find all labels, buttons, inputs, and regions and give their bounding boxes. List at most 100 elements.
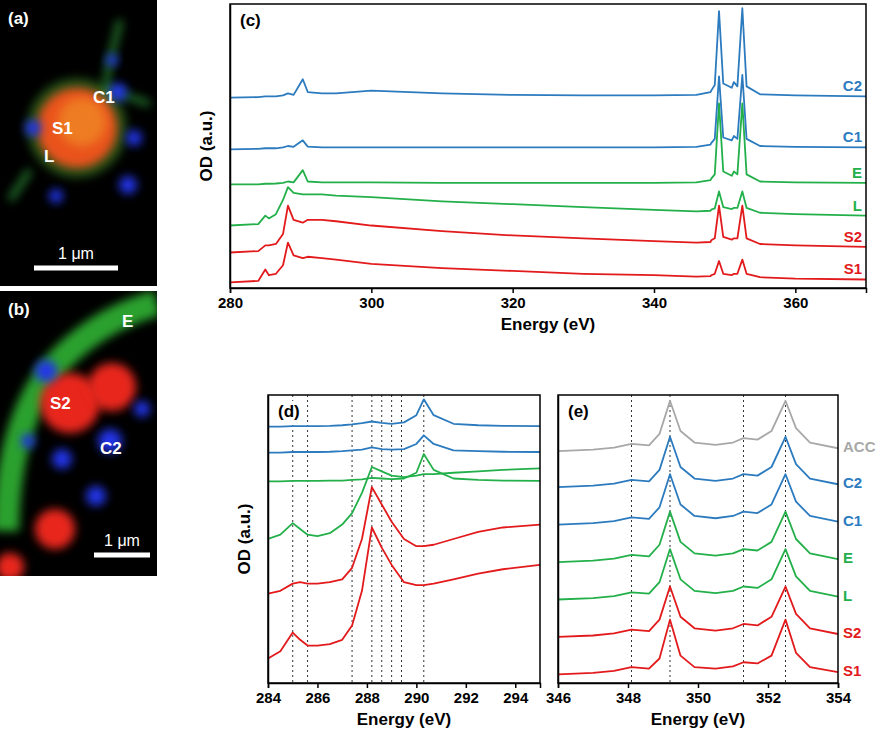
region-label: E [122,312,133,331]
x-tick-label: 290 [404,689,429,706]
series-label: L [843,587,852,604]
region-label: C2 [100,439,122,458]
x-axis-line [231,289,867,294]
x-tick-label: 292 [454,689,479,706]
image-feature [0,553,24,576]
y-axis-line [268,396,270,684]
x-tick: 286 [305,683,330,706]
x-axis-title: Energy (eV) [501,315,595,334]
image-feature [35,360,57,382]
image-feature [86,486,106,506]
x-tick-mark [317,683,319,688]
x-tick-label: 340 [642,294,667,311]
reference-line [631,395,632,683]
reference-line [391,395,392,683]
image-feature [134,401,150,417]
y-axis-line [558,396,560,684]
x-tick: 346 [546,683,571,706]
series-label: C1 [843,128,862,145]
x-axis: 346 348 350 352 354 [546,683,852,706]
x-tick-mark [367,683,369,688]
x-tick-mark [654,288,656,293]
image-feature [27,78,127,178]
series-label: L [853,197,862,214]
region-label: L [44,147,54,166]
plot-marks [558,395,838,683]
x-tick-mark [628,683,630,688]
reference-line [292,395,293,683]
y-axis-title: OD (a.u.) [197,111,216,182]
spectrum-line [268,527,540,658]
x-axis: 284286288290292294 [256,683,541,706]
x-tick-mark [768,683,770,688]
image-feature [119,176,137,194]
x-tick-mark [230,288,232,293]
x-tick: 354 [826,683,852,706]
panel-letter: (d) [278,402,300,421]
scale-bar [34,266,118,271]
image-feature [106,54,118,66]
series-label: S1 [843,662,861,679]
y-axis [268,396,269,684]
spectrum-line [558,437,838,487]
x-tick: 300 [359,288,384,311]
reference-line [307,395,308,683]
x-tick-mark [268,683,270,688]
x-tick-label: 352 [756,689,781,706]
plot-marks [268,395,540,683]
x-tick-label: 288 [355,689,380,706]
image-content [0,303,157,576]
image-panel: (a)C1S1L1 μm [0,0,157,286]
image-content [10,20,150,203]
x-axis-line [559,684,839,689]
x-tick: 348 [616,683,641,706]
series-label: S2 [844,228,862,245]
panel-letter: (b) [8,300,30,319]
image-feature [21,434,35,448]
x-tick-mark [515,683,517,688]
spectrum-line [268,487,540,594]
x-tick-mark [558,683,560,688]
x-tick: 280 [218,288,243,311]
x-tick-label: 350 [686,689,711,706]
x-tick: 294 [503,683,529,706]
spectrum-line [230,187,866,225]
panel-letter-background [238,10,263,31]
x-tick: 360 [783,288,808,311]
reference-line [401,395,402,683]
x-tick-mark [371,288,373,293]
figure: (a)C1S1L1 μm(b)ES2C21 μm280300320340360E… [0,0,887,744]
image-background [0,0,157,286]
x-axis-line [269,684,541,689]
region-label: S2 [50,394,71,413]
image-feature [6,303,157,531]
y-axis-title: OD (a.u.) [235,504,254,575]
x-tick: 288 [355,683,380,706]
spectrum-line [558,401,838,451]
scale-bar-label: 1 μm [58,245,94,262]
plot-marks [230,8,866,282]
plot-frame [268,395,540,683]
x-tick-label: 286 [305,689,330,706]
region-label: S1 [52,119,73,138]
x-tick-mark [466,683,468,688]
image-feature [88,363,136,411]
scale-bar [94,553,150,558]
x-tick: 350 [686,683,711,706]
panel-letter-background [566,401,591,422]
x-tick-label: 360 [783,294,808,311]
x-tick: 340 [642,288,667,311]
image-feature [10,20,150,200]
x-tick-mark [698,683,700,688]
x-tick-label: 300 [359,294,384,311]
reference-line [381,395,382,683]
panel-letter-background [276,401,302,422]
x-tick-mark [416,683,418,688]
reference-line [423,395,424,683]
x-tick-label: 354 [826,689,852,706]
panel-letter: (e) [568,402,589,421]
y-axis [558,396,559,684]
x-tick-label: 294 [503,689,529,706]
image-feature [52,449,72,469]
plot-frame [230,4,866,288]
